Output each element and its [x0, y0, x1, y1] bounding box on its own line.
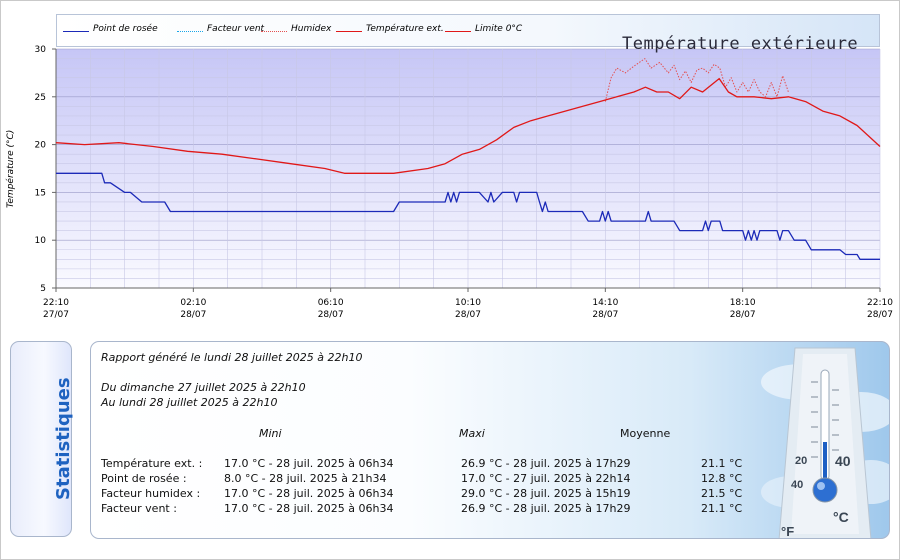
x-tick-hour: 02:10: [180, 298, 206, 308]
x-tick-date: 27/07: [43, 310, 69, 320]
series-line-3: [55, 77, 881, 174]
y-tick-label: 10: [35, 236, 47, 246]
y-axis-label: Température (°C): [6, 129, 16, 208]
stats-row-max: 26.9 °C - 28 juil. 2025 à 17h29: [461, 502, 631, 515]
y-tick-label: 25: [35, 93, 46, 103]
stats-row-label: Température ext. :: [101, 457, 203, 470]
report-generated-line: Rapport généré le lundi 28 juillet 2025 …: [101, 351, 363, 364]
x-tick-date: 28/07: [180, 310, 206, 320]
period-from: Du dimanche 27 juillet 2025 à 22h10: [101, 381, 306, 394]
x-tick-date: 28/07: [318, 310, 344, 320]
legend-label-3: Température ext.: [366, 24, 444, 34]
y-tick-label: 5: [40, 284, 46, 294]
legend-swatch-4: [445, 31, 471, 32]
thermo-scale-c-20: 20: [795, 455, 807, 467]
statistics-tab-label: Statistiques: [53, 377, 74, 500]
stats-row-label: Point de rosée :: [101, 472, 187, 485]
legend-swatch-1: [177, 31, 203, 32]
statistics-panel: 40 20 40 °F °C Rapport généré le lundi 2…: [90, 341, 890, 539]
stats-row-min: 17.0 °C - 28 juil. 2025 à 06h34: [224, 487, 394, 500]
x-tick-date: 28/07: [867, 310, 893, 320]
x-tick-date: 28/07: [455, 310, 481, 320]
header-max: Maxi: [459, 427, 485, 440]
x-tick-hour: 22:10: [43, 298, 69, 308]
legend-label-2: Humidex: [291, 24, 332, 34]
thermo-unit-f: °F: [781, 524, 794, 539]
x-tick-hour: 22:10: [867, 298, 893, 308]
y-tick-label: 20: [35, 141, 47, 151]
legend-label-4: Limite 0°C: [475, 24, 523, 34]
y-tick-label: 30: [35, 45, 47, 55]
legend-label-0: Point de rosée: [93, 24, 158, 34]
period-to: Au lundi 28 juillet 2025 à 22h10: [101, 396, 278, 409]
chart-legend: Point de rosée Facteur vent Humidex Tempéra…: [56, 14, 880, 54]
stats-row-label: Facteur vent :: [101, 502, 177, 515]
series-line-0: [56, 172, 880, 260]
thermo-scale-f-40: 40: [791, 479, 803, 491]
thermo-scale-c-40: 40: [835, 453, 851, 469]
stats-row-min: 8.0 °C - 28 juil. 2025 à 21h34: [224, 472, 387, 485]
legend-swatch-2: [261, 31, 287, 32]
x-tick-hour: 10:10: [455, 298, 481, 308]
stats-row-avg: 21.1 °C: [701, 502, 743, 515]
stats-row-avg: 12.8 °C: [701, 472, 743, 485]
stats-row-max: 26.9 °C - 28 juil. 2025 à 17h29: [461, 457, 631, 470]
chart-title: Température extérieure: [622, 34, 859, 54]
stats-row-label: Facteur humidex :: [101, 487, 201, 500]
series-line-2: [604, 58, 789, 102]
thermometer-illustration-icon: 40 20 40 °F °C: [761, 347, 889, 539]
legend-label-1: Facteur vent: [207, 24, 265, 34]
stats-row-avg: 21.5 °C: [701, 487, 743, 500]
legend-swatch-0: [63, 31, 89, 32]
x-tick-hour: 06:10: [318, 298, 344, 308]
legend-swatch-3: [336, 31, 362, 32]
stats-row-avg: 21.1 °C: [701, 457, 743, 470]
stats-row-max: 17.0 °C - 27 juil. 2025 à 22h14: [461, 472, 631, 485]
thermo-unit-c: °C: [833, 509, 849, 525]
stats-row-max: 29.0 °C - 28 juil. 2025 à 15h19: [461, 487, 631, 500]
y-tick-label: 15: [35, 188, 46, 198]
header-avg: Moyenne: [620, 427, 671, 440]
x-tick-date: 28/07: [730, 310, 756, 320]
header-min: Mini: [259, 427, 282, 440]
temperature-chart: 5 10 15 20 25 30 22:10 27/07 02:10 28/07 06:10 28/0…: [35, 45, 894, 320]
statistics-tab: Statistiques: [10, 341, 74, 537]
stats-row-min: 17.0 °C - 28 juil. 2025 à 06h34: [224, 457, 394, 470]
stats-row-min: 17.0 °C - 28 juil. 2025 à 06h34: [224, 502, 394, 515]
x-tick-hour: 14:10: [592, 298, 618, 308]
x-tick-hour: 18:10: [730, 298, 756, 308]
x-tick-date: 28/07: [592, 310, 618, 320]
